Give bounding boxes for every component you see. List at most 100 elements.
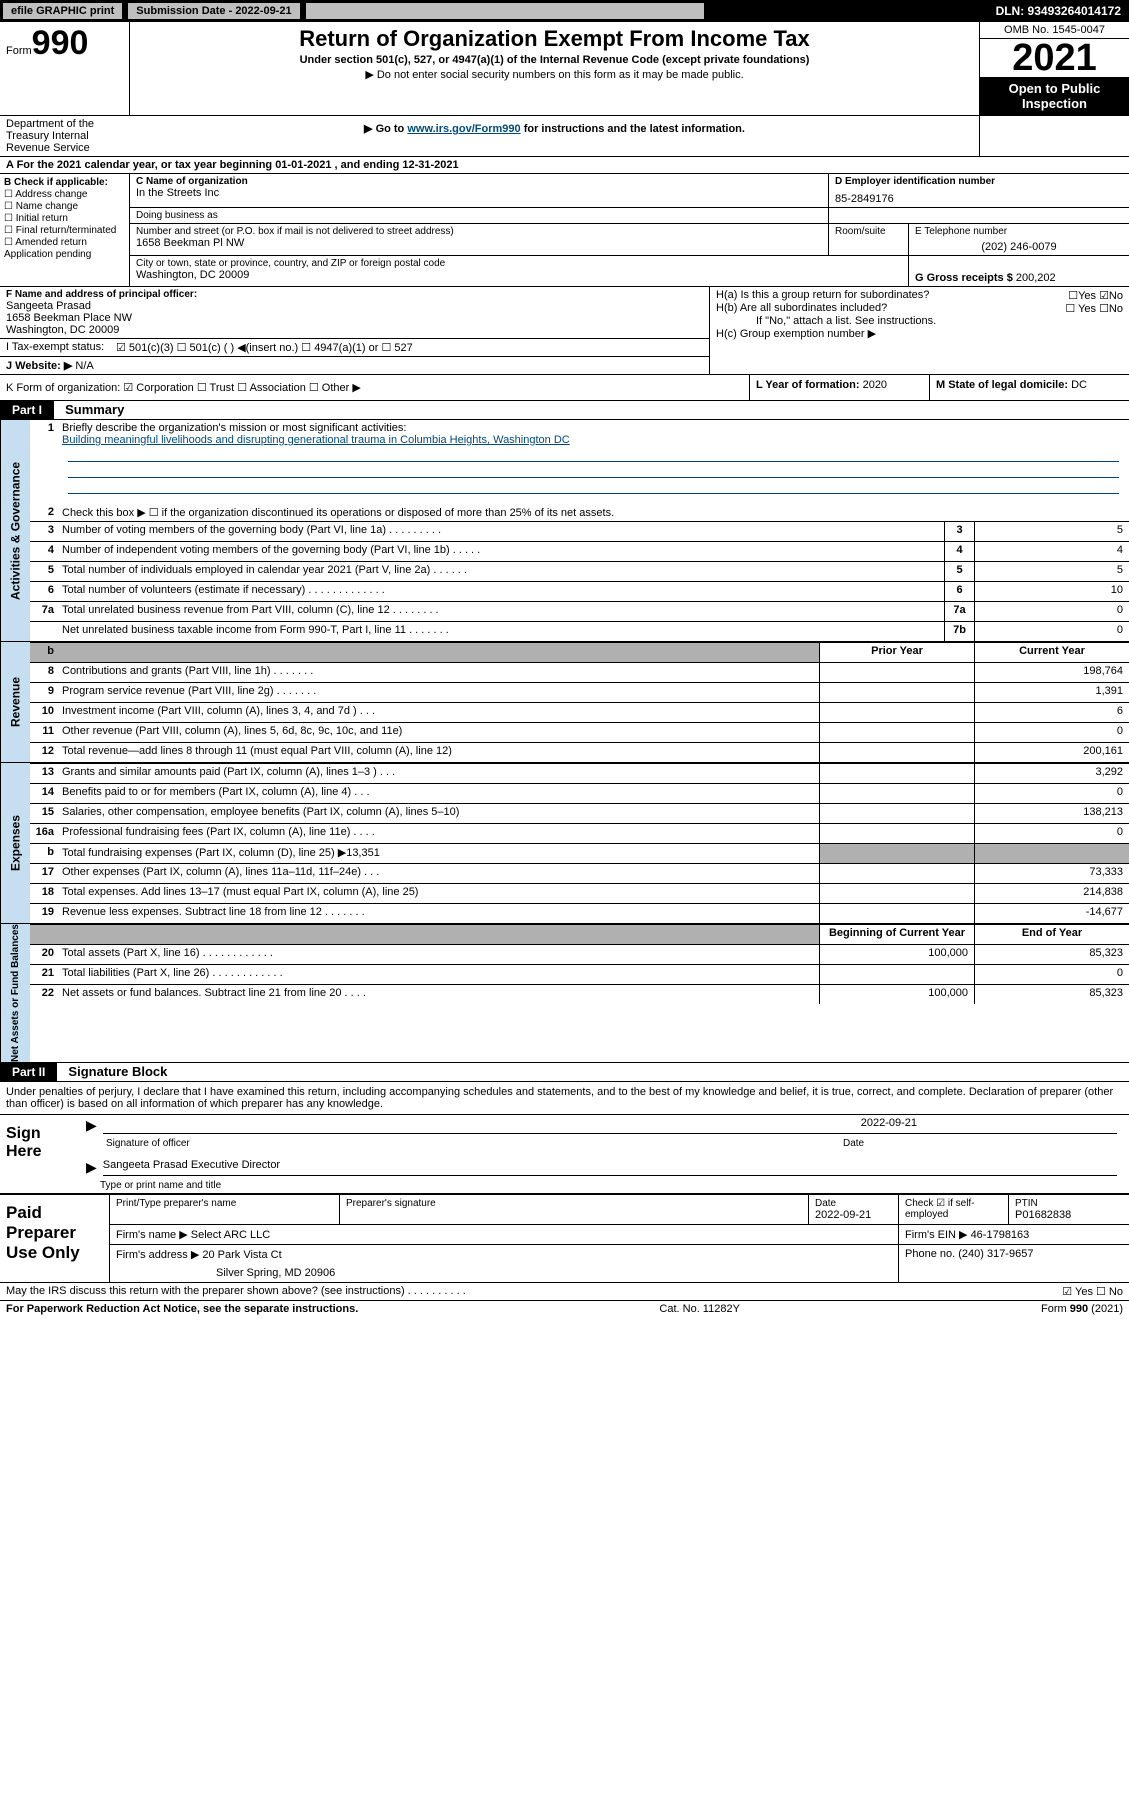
prior-val — [819, 824, 974, 843]
g-val: 200,202 — [1016, 272, 1056, 284]
b-item: Application pending — [4, 249, 125, 260]
line-num: 3 — [30, 522, 58, 541]
col-prior: Prior Year — [819, 643, 974, 662]
prior-val — [819, 904, 974, 923]
f-addr1: 1658 Beekman Place NW — [6, 312, 703, 324]
sig-nt-label: Type or print name and title — [80, 1178, 1129, 1193]
line-num: 16a — [30, 824, 58, 843]
sig-right: ▶ 2022-09-21 Signature of officer Date ▶… — [80, 1115, 1129, 1193]
row-fgh: F Name and address of principal officer:… — [0, 287, 1129, 375]
line-text: Total expenses. Add lines 13–17 (must eq… — [58, 884, 819, 903]
m-state: M State of legal domicile: DC — [929, 375, 1129, 400]
prior-val — [819, 884, 974, 903]
line-val: 0 — [974, 622, 1129, 641]
side-na: Net Assets or Fund Balances — [0, 924, 30, 1062]
phone-l: Phone no. — [905, 1248, 955, 1260]
curr-val: 3,292 — [974, 764, 1129, 783]
col-b: B Check if applicable: ☐ Address change … — [0, 174, 130, 286]
line-num: 21 — [30, 965, 58, 984]
l-label: L Year of formation: — [756, 379, 860, 391]
curr-val: 0 — [974, 784, 1129, 803]
part1-hdr: Part I — [0, 401, 54, 419]
b-item: ☐ Amended return — [4, 237, 125, 248]
c-room: Room/suite — [829, 224, 909, 255]
l-val: 2020 — [863, 379, 887, 391]
curr-val: 1,391 — [974, 683, 1129, 702]
line-num: 9 — [30, 683, 58, 702]
c-name-val: In the Streets Inc — [136, 187, 822, 199]
arrow-icon: ▶ — [86, 1159, 97, 1176]
row-i: I Tax-exempt status: ☑ 501(c)(3) ☐ 501(c… — [0, 339, 709, 357]
line-box: 7a — [944, 602, 974, 621]
p-name-h: Print/Type preparer's name — [116, 1198, 333, 1209]
c-name-label: C Name of organization — [136, 176, 822, 187]
title-sub: Under section 501(c), 527, or 4947(a)(1)… — [136, 54, 973, 66]
line-num: 13 — [30, 764, 58, 783]
row-j: J Website: ▶ N/A — [0, 357, 709, 374]
line-text: Benefits paid to or for members (Part IX… — [58, 784, 819, 803]
efile-btn[interactable]: efile GRAPHIC print — [2, 2, 123, 20]
c-name: C Name of organization In the Streets In… — [130, 174, 829, 207]
hb: H(b) Are all subordinates included? — [716, 302, 887, 315]
firm-addr-l: Firm's address ▶ — [116, 1249, 199, 1261]
expenses-section: Expenses 13 Grants and similar amounts p… — [0, 763, 1129, 924]
line-num — [30, 622, 58, 641]
line-text: Grants and similar amounts paid (Part IX… — [58, 764, 819, 783]
topbar: efile GRAPHIC print Submission Date - 20… — [0, 0, 1129, 22]
form-number: 990 — [32, 24, 89, 62]
line-text: Total number of individuals employed in … — [58, 562, 944, 581]
c-addr-label: Number and street (or P.O. box if mail i… — [136, 226, 822, 237]
line-num: 7a — [30, 602, 58, 621]
curr-val: 198,764 — [974, 663, 1129, 682]
header-row2: Department of the Treasury Internal Reve… — [0, 116, 1129, 157]
irs-link[interactable]: www.irs.gov/Form990 — [407, 123, 520, 135]
b-label: B Check if applicable: — [4, 177, 125, 188]
c-dba: Doing business as — [130, 208, 829, 223]
note2-post: for instructions and the latest informat… — [521, 123, 745, 135]
line-text: Other expenses (Part IX, column (A), lin… — [58, 864, 819, 883]
firm-ein: 46-1798163 — [971, 1229, 1030, 1241]
side-rev: Revenue — [0, 642, 30, 762]
k-form: K Form of organization: ☑ Corporation ☐ … — [0, 375, 749, 400]
firm-addr1: 20 Park Vista Ct — [202, 1249, 281, 1261]
line-num: 5 — [30, 562, 58, 581]
line-box: 5 — [944, 562, 974, 581]
spacer — [979, 116, 1129, 156]
line-num: 19 — [30, 904, 58, 923]
line-text: Contributions and grants (Part VIII, lin… — [58, 663, 819, 682]
part2-title: Signature Block — [60, 1064, 167, 1079]
f-name: Sangeeta Prasad — [6, 300, 703, 312]
may-text: May the IRS discuss this return with the… — [6, 1285, 466, 1298]
c-dba-label: Doing business as — [136, 210, 822, 221]
ha-ans: ☐Yes ☑No — [1068, 289, 1123, 302]
g-gross: G Gross receipts $ 200,202 — [909, 256, 1129, 286]
line-num: 20 — [30, 945, 58, 964]
p-ptin: P01682838 — [1015, 1209, 1123, 1221]
l-year: L Year of formation: 2020 — [749, 375, 929, 400]
subdate-btn[interactable]: Submission Date - 2022-09-21 — [127, 2, 300, 20]
line-val: 0 — [974, 602, 1129, 621]
part2-hdr: Part II — [0, 1063, 57, 1081]
row-klm: K Form of organization: ☑ Corporation ☐ … — [0, 375, 1129, 401]
ha: H(a) Is this a group return for subordin… — [716, 289, 929, 302]
firm-name-l: Firm's name ▶ — [116, 1229, 188, 1241]
p-sig-h: Preparer's signature — [346, 1198, 802, 1209]
dln: DLN: 93493264014172 — [996, 4, 1129, 18]
q2: Check this box ▶ ☐ if the organization d… — [58, 504, 1129, 521]
revenue-section: Revenue b Prior Year Current Year 8 Cont… — [0, 642, 1129, 763]
line-text: Total assets (Part X, line 16) . . . . .… — [58, 945, 819, 964]
hb-note: If "No," attach a list. See instructions… — [716, 315, 1123, 327]
c-city-val: Washington, DC 20009 — [136, 269, 902, 281]
line-num: 15 — [30, 804, 58, 823]
c-addr: Number and street (or P.O. box if mail i… — [130, 224, 829, 255]
may-discuss: May the IRS discuss this return with the… — [0, 1283, 1129, 1301]
q1-text: Briefly describe the organization's miss… — [62, 422, 406, 434]
curr-val: 85,323 — [974, 985, 1129, 1004]
d-spacer — [829, 208, 1129, 223]
prior-val — [819, 804, 974, 823]
curr-val — [974, 844, 1129, 863]
pra: For Paperwork Reduction Act Notice, see … — [6, 1303, 358, 1315]
d-label: D Employer identification number — [835, 176, 1123, 187]
line-num: 22 — [30, 985, 58, 1004]
line-text: Total liabilities (Part X, line 26) . . … — [58, 965, 819, 984]
